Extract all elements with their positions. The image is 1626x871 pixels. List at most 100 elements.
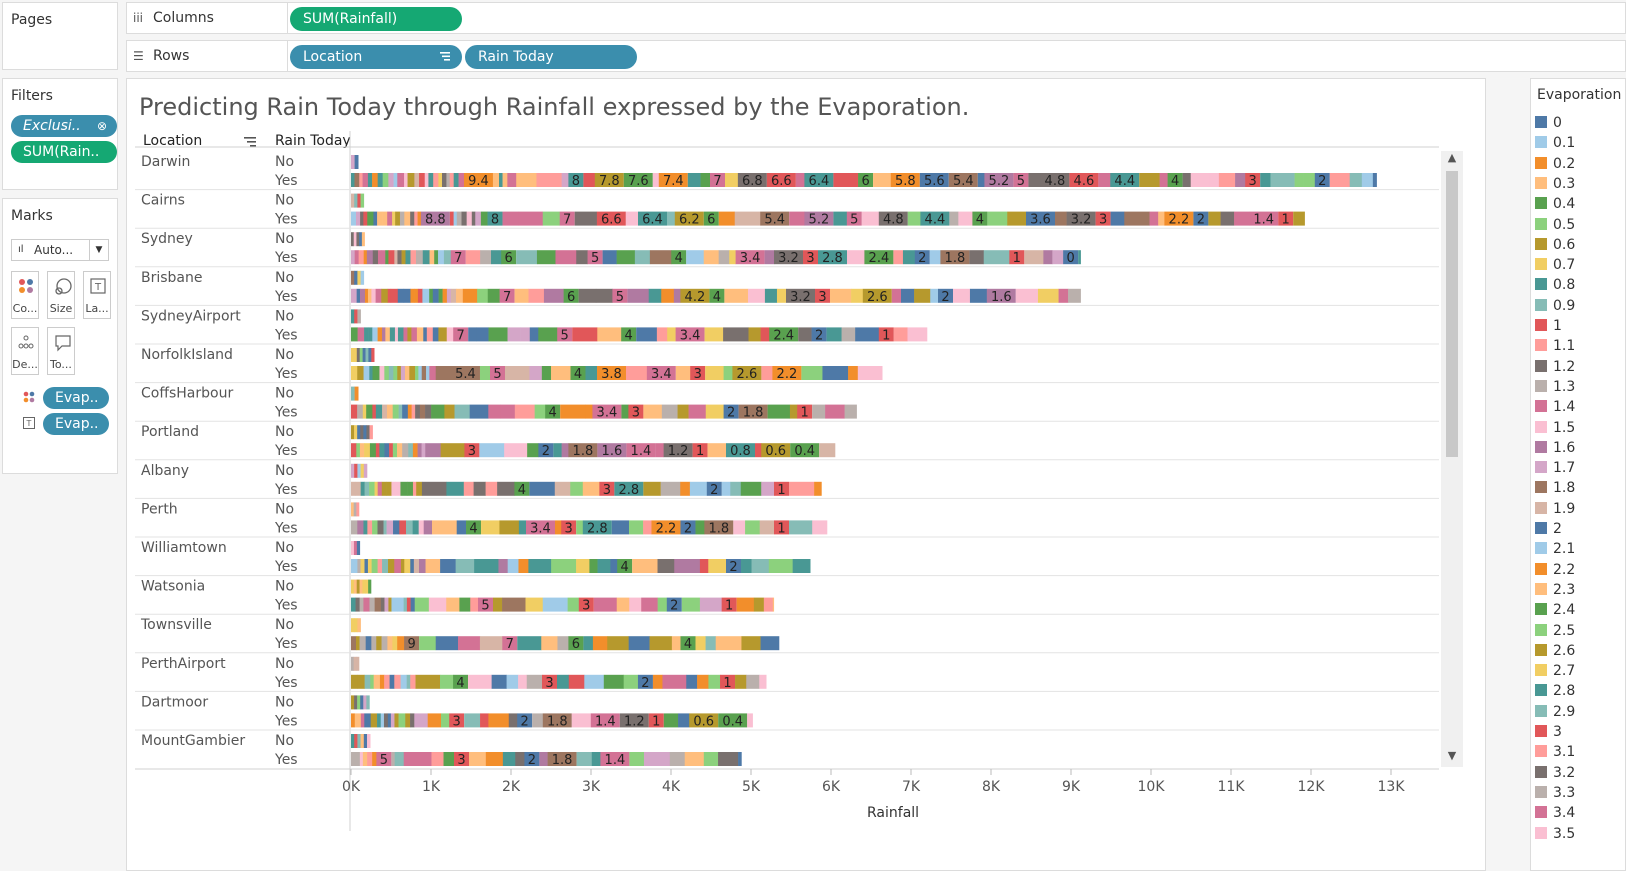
bar-segment-yes[interactable] <box>354 250 359 265</box>
bar-segment-yes[interactable] <box>705 636 717 651</box>
bar-segment-yes[interactable] <box>669 752 686 766</box>
bar-segment-no[interactable] <box>351 618 355 633</box>
legend-item[interactable]: 2.2 <box>1535 560 1575 580</box>
bar-segment-yes[interactable] <box>384 443 390 458</box>
bar-segment-yes[interactable] <box>692 443 708 458</box>
bar-segment-yes[interactable] <box>371 636 377 651</box>
bar-segment-yes[interactable] <box>514 288 529 303</box>
filter-pill-sum-rainfall[interactable]: SUM(Rain.. <box>11 141 117 163</box>
bar-segment-yes[interactable] <box>417 288 423 303</box>
bar-segment-yes[interactable] <box>557 327 573 342</box>
bar-segment-yes[interactable] <box>724 288 749 303</box>
bar-segment-yes[interactable] <box>429 250 435 265</box>
bar-segment-yes[interactable] <box>797 404 813 419</box>
legend-item[interactable]: 1.4 <box>1535 397 1575 417</box>
bar-segment-yes[interactable] <box>538 327 558 342</box>
bar-segment-yes[interactable] <box>686 250 705 265</box>
bar-segment-yes[interactable] <box>360 713 365 728</box>
bar-segment-yes[interactable] <box>351 366 358 380</box>
bar-segment-yes[interactable] <box>582 481 600 496</box>
bar-segment-yes[interactable] <box>397 173 405 187</box>
bar-segment-yes[interactable] <box>597 559 611 573</box>
legend-item[interactable]: 2.3 <box>1535 580 1575 600</box>
bar-segment-yes[interactable] <box>736 597 755 612</box>
bar-segment-no[interactable] <box>368 579 372 594</box>
bar-segment-yes[interactable] <box>412 481 417 496</box>
bar-segment-yes[interactable] <box>459 597 471 612</box>
bar-segment-yes[interactable] <box>414 597 430 612</box>
bar-segment-yes[interactable] <box>541 366 552 380</box>
bar-segment-yes[interactable] <box>369 481 375 496</box>
bar-segment-yes[interactable] <box>1063 250 1079 265</box>
rows-pill-location[interactable]: Location <box>290 45 462 69</box>
legend-item[interactable]: 1.3 <box>1535 377 1575 397</box>
bar-segment-yes[interactable] <box>723 327 749 342</box>
bar-segment-yes[interactable] <box>625 366 648 380</box>
bar-segment-yes[interactable] <box>434 250 439 265</box>
bar-segment-yes[interactable] <box>517 713 533 728</box>
bar-segment-yes[interactable] <box>619 713 649 728</box>
bar-segment-yes[interactable] <box>507 559 519 573</box>
bar-segment-yes[interactable] <box>351 288 357 303</box>
bar-segment-yes[interactable] <box>663 713 679 728</box>
bar-segment-yes[interactable] <box>463 173 493 187</box>
marks-pill-evaporation-color[interactable]: Evap.. <box>43 387 109 409</box>
legend-item[interactable]: 0.1 <box>1535 133 1575 153</box>
bar-segment-yes[interactable] <box>476 327 489 342</box>
bar-segment-yes[interactable] <box>1164 211 1194 226</box>
bar-segment-yes[interactable] <box>403 752 411 766</box>
bar-segment-yes[interactable] <box>861 211 880 226</box>
bar-segment-yes[interactable] <box>710 173 725 187</box>
bar-segment-yes[interactable] <box>384 674 390 689</box>
bar-segment-yes[interactable] <box>354 173 360 187</box>
bar-segment-yes[interactable] <box>406 597 411 612</box>
bar-segment-yes[interactable] <box>596 211 626 226</box>
bar-segment-yes[interactable] <box>723 366 733 380</box>
bar-segment-yes[interactable] <box>505 366 530 380</box>
bar-segment-yes[interactable] <box>1349 173 1363 187</box>
bar-segment-no[interactable] <box>351 541 355 555</box>
bar-segment-yes[interactable] <box>398 713 406 728</box>
bar-segment-yes[interactable] <box>507 173 517 187</box>
bar-segment-yes[interactable] <box>764 288 778 303</box>
bar-segment-yes[interactable] <box>557 674 570 689</box>
bar-segment-yes[interactable] <box>623 173 653 187</box>
bar-segment-yes[interactable] <box>351 404 358 419</box>
bar-segment-yes[interactable] <box>576 250 588 265</box>
bar-segment-yes[interactable] <box>410 250 417 265</box>
bar-segment-yes[interactable] <box>746 674 760 689</box>
bar-segment-yes[interactable] <box>1009 250 1025 265</box>
bar-segment-yes[interactable] <box>357 366 364 380</box>
bar-segment-yes[interactable] <box>450 250 466 265</box>
bar-segment-yes[interactable] <box>812 404 826 419</box>
bar-segment-yes[interactable] <box>450 288 457 303</box>
bar-segment-yes[interactable] <box>902 250 916 265</box>
bar-segment-yes[interactable] <box>592 404 622 419</box>
bar-segment-yes[interactable] <box>394 327 399 342</box>
bar-segment-yes[interactable] <box>395 481 401 496</box>
bar-segment-yes[interactable] <box>360 288 366 303</box>
bar-segment-yes[interactable] <box>388 366 394 380</box>
size-button[interactable]: Size <box>47 271 75 319</box>
bar-segment-yes[interactable] <box>774 481 789 496</box>
bar-segment-yes[interactable] <box>567 597 580 612</box>
bar-segment-yes[interactable] <box>570 481 584 496</box>
legend-item[interactable]: 0.7 <box>1535 255 1575 275</box>
bar-segment-yes[interactable] <box>355 211 361 226</box>
bar-segment-yes[interactable] <box>363 366 370 380</box>
bar-segment-no[interactable] <box>367 734 371 748</box>
bar-segment-yes[interactable] <box>364 288 369 303</box>
bar-segment-yes[interactable] <box>428 597 447 612</box>
bar-segment-yes[interactable] <box>772 366 802 380</box>
bar-segment-yes[interactable] <box>526 520 555 535</box>
bar-segment-no[interactable] <box>354 463 358 478</box>
bar-segment-yes[interactable] <box>741 636 761 651</box>
bar-segment-yes[interactable] <box>977 173 985 187</box>
bar-segment-yes[interactable] <box>442 288 448 303</box>
bar-segment-yes[interactable] <box>357 327 365 342</box>
bar-segment-yes[interactable] <box>399 752 405 766</box>
legend-item[interactable]: 2.6 <box>1535 641 1575 661</box>
bar-segment-yes[interactable] <box>737 173 767 187</box>
bar-segment-yes[interactable] <box>382 404 388 419</box>
bar-segment-yes[interactable] <box>400 559 405 573</box>
